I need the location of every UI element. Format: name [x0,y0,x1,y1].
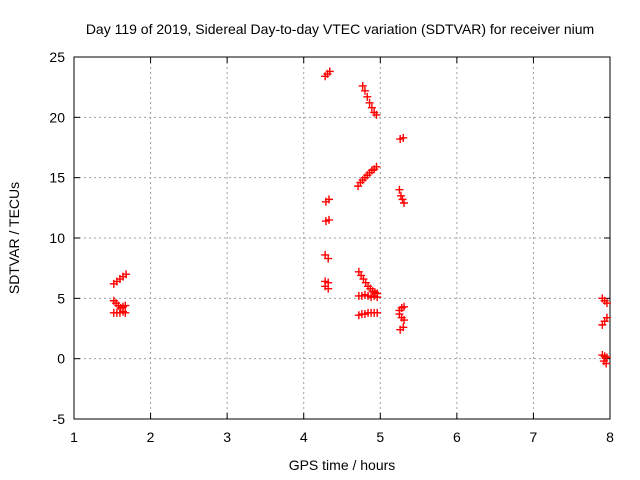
y-tick-label: 10 [49,230,65,246]
data-point [360,86,369,95]
data-point [373,293,382,302]
y-tick-label: 0 [57,351,65,367]
data-point [399,133,408,142]
x-tick-label: 2 [147,429,155,445]
x-tick-label: 7 [530,429,538,445]
data-point [602,299,611,308]
data-point [324,215,333,224]
data-point [324,195,333,204]
data-point [121,301,130,310]
data-point [325,67,334,76]
x-axis-label: GPS time / hours [289,457,396,473]
axis-ticks [73,56,611,420]
data-point [363,92,372,101]
data-point [372,162,381,171]
data-point [602,359,611,368]
data-point [122,270,131,279]
y-tick-label: 25 [49,49,65,65]
data-point [373,308,382,317]
data-point [365,98,374,107]
y-axis-label: SDTVAR / TECUs [6,182,22,294]
data-point [396,191,405,200]
y-tick-label: -5 [53,411,66,427]
y-tick-label: 5 [57,290,65,306]
x-tick-label: 4 [300,429,308,445]
data-point [121,308,130,317]
data-point [372,110,381,119]
x-tick-label: 5 [376,429,384,445]
x-tick-label: 3 [223,429,231,445]
data-point [400,316,409,325]
data-point [358,81,367,90]
data-point [602,313,611,322]
y-tick-labels: -5 0 5 10 15 20 25 [49,49,65,427]
x-tick-label: 1 [70,429,78,445]
data-point [324,254,333,263]
chart-title: Day 119 of 2019, Sidereal Day-to-day VTE… [86,21,594,37]
x-tick-label: 6 [453,429,461,445]
y-tick-label: 15 [49,170,65,186]
data-point [399,323,408,332]
data-point [398,195,407,204]
data-points [109,67,611,368]
x-tick-labels: 1 2 3 4 5 6 7 8 [70,429,614,445]
grid-lines [74,57,610,419]
x-tick-label: 8 [606,429,614,445]
y-tick-label: 20 [49,109,65,125]
data-point [324,284,333,293]
data-point [400,199,409,208]
data-point [400,302,409,311]
data-point [367,103,376,112]
data-point [395,185,404,194]
